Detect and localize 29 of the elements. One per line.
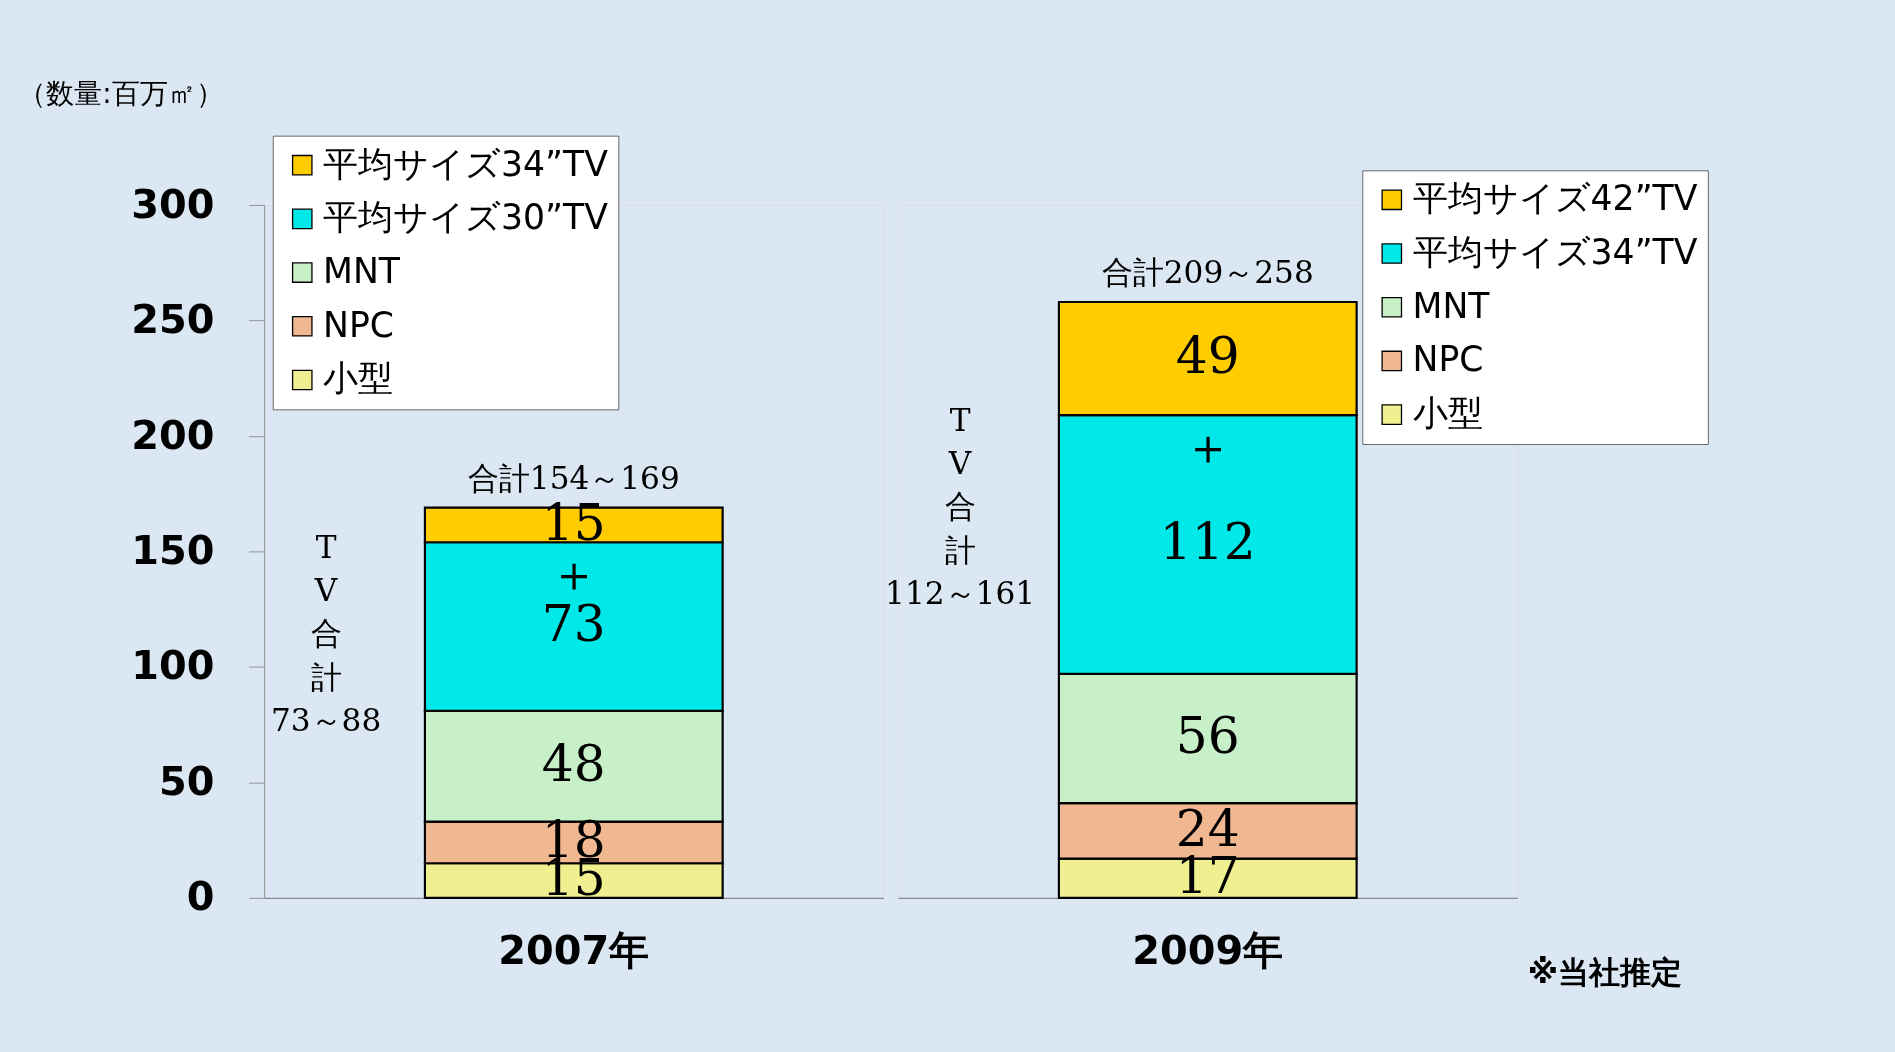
text: TV合計112～161 [885,401,1036,611]
y-tick-label: 100 [131,642,215,689]
y-tick-label: 250 [131,296,215,343]
legend-label: MNT [323,250,401,291]
annotation: ＋ [1182,418,1233,475]
legend-label: NPC [1412,339,1484,380]
data-label: 49 [1175,326,1240,386]
legend-label: NPC [323,304,395,345]
y-tick-label: 0 [186,873,215,920]
y-axis-title: （数量:百万㎡） [18,77,224,111]
legend-label: 平均サイズ34”TV [1412,231,1698,272]
legend-label: 平均サイズ34”TV [323,143,609,184]
data-label: 56 [1175,706,1240,766]
y-tick-label: 300 [131,180,215,227]
legend-label: 平均サイズ42”TV [1412,178,1698,219]
annotation: 合計209～258 [1101,253,1314,290]
x-tick-label: 2007年 [498,927,650,974]
x-tick-label: 2009年 [1132,927,1284,974]
legend-label: 小型 [1412,393,1483,434]
legend-label: 小型 [323,358,394,399]
legend-label: 平均サイズ30”TV [323,197,609,238]
data-label: 112 [1159,512,1256,572]
y-tick-label: 200 [131,411,215,458]
legend-label: MNT [1412,285,1491,326]
text: ※当社推定 [1527,953,1682,990]
data-label: 48 [541,733,606,793]
text: TV合計73～88 [270,528,382,739]
y-tick-label: 150 [131,527,215,574]
y-tick-label: 50 [158,757,215,804]
